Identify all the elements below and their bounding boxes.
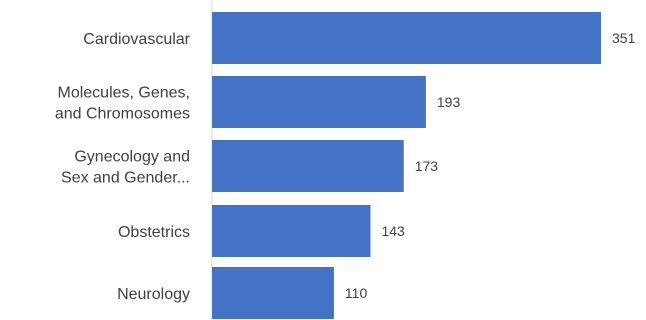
bar bbox=[212, 140, 404, 192]
bar-value-label: 193 bbox=[437, 94, 461, 110]
category-label: and Chromosomes bbox=[55, 106, 190, 123]
bar bbox=[212, 12, 601, 64]
category-label: Cardiovascular bbox=[83, 31, 190, 48]
bar-value-label: 110 bbox=[345, 285, 368, 301]
bar bbox=[212, 205, 371, 257]
category-label: Obstetrics bbox=[118, 224, 190, 241]
category-label: Molecules, Genes, bbox=[57, 85, 190, 102]
bar-value-label: 351 bbox=[612, 30, 636, 46]
category-label: Gynecology and bbox=[74, 149, 190, 166]
bar-value-label: 143 bbox=[381, 223, 405, 239]
category-label: Sex and Gender... bbox=[61, 170, 190, 187]
bar bbox=[212, 267, 334, 319]
bar bbox=[212, 76, 426, 128]
bar-value-label: 173 bbox=[415, 158, 439, 174]
category-label: Neurology bbox=[117, 286, 190, 303]
